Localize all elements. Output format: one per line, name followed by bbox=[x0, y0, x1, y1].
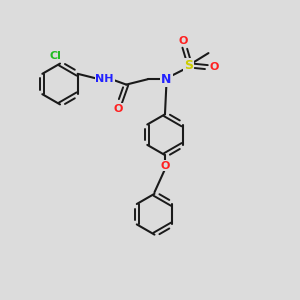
Text: O: O bbox=[113, 104, 123, 114]
Text: S: S bbox=[184, 59, 194, 72]
Text: O: O bbox=[209, 62, 219, 72]
Text: NH: NH bbox=[95, 74, 114, 84]
Text: Cl: Cl bbox=[50, 51, 61, 61]
Text: O: O bbox=[178, 35, 188, 46]
Text: O: O bbox=[160, 160, 170, 171]
Text: N: N bbox=[161, 73, 172, 86]
